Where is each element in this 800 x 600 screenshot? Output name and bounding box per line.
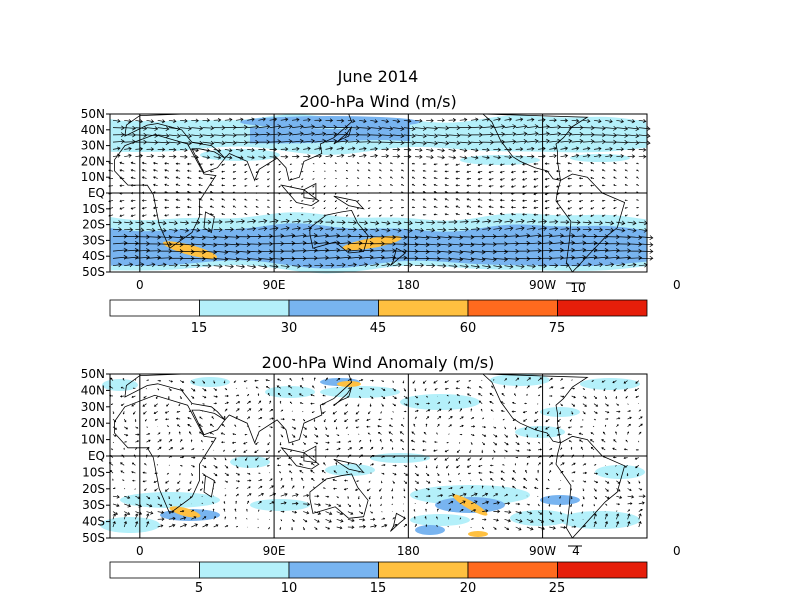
colorbar-label: 15 [191, 321, 208, 336]
anomaly-shading [100, 374, 645, 537]
reference-vector: 4 [568, 544, 582, 558]
longitude-label: 90E [263, 278, 286, 292]
colorbar-anomaly [109, 561, 648, 579]
latitude-label: 20N [81, 154, 105, 168]
latitude-label: 50S [82, 531, 105, 545]
longitude-label: 180 [397, 544, 420, 558]
colorbar-label: 25 [549, 581, 566, 596]
colorbar-label: 10 [281, 581, 298, 596]
colorbar-swatch [288, 299, 379, 317]
latitude-label: 20N [81, 416, 105, 430]
panel-title-anomaly: 200-hPa Wind Anomaly (m/s) [262, 353, 495, 372]
latitude-label: 50N [81, 367, 105, 381]
longitude-label: 180 [397, 278, 420, 292]
anomaly-vectors [108, 377, 646, 531]
latitude-label: 40N [81, 383, 105, 397]
latitude-label: 30N [81, 139, 105, 153]
latitude-label: 20S [82, 218, 105, 232]
wind-vectors [108, 117, 654, 269]
grid-lines [110, 114, 647, 272]
figure-title: June 2014 [337, 67, 419, 86]
latitude-label: 50S [82, 265, 105, 279]
longitude-label: 0 [673, 544, 681, 558]
panel-wind-anomaly: 200-hPa Wind Anomaly (m/s) 50N 40N 30N 20N 1… [81, 353, 681, 596]
latitude-label: 40N [81, 123, 105, 137]
colorbar-swatch [557, 299, 648, 317]
grid-lines [110, 374, 647, 538]
latitude-label: EQ [88, 186, 105, 200]
colorbar-swatch [288, 561, 379, 579]
colorbar-label: 20 [460, 581, 477, 596]
latitude-label: 30S [82, 233, 105, 247]
reference-vector-label: 10 [570, 281, 585, 295]
colorbar-label: 15 [370, 581, 387, 596]
latitude-label: 40S [82, 249, 105, 263]
latitude-label: 30S [82, 498, 105, 512]
panel-title-mean: 200-hPa Wind (m/s) [299, 92, 456, 111]
latitude-label: 10N [81, 170, 105, 184]
colorbar-swatch [199, 561, 290, 579]
latitude-label: 10S [82, 465, 105, 479]
longitude-label: 90W [529, 544, 556, 558]
colorbar-swatch [109, 561, 200, 579]
colorbar-label: 30 [281, 321, 298, 336]
reference-vector-label: 4 [572, 544, 580, 558]
wind-speed-shading [110, 114, 647, 274]
colorbar-swatch [378, 299, 469, 317]
longitude-labels: 0 90E 180 90W 0 [136, 544, 681, 558]
latitude-label: 50N [81, 107, 105, 121]
latitude-label: 10N [81, 433, 105, 447]
colorbar-swatch [109, 299, 200, 317]
latitude-labels: 50N 40N 30N 20N 10N EQ 10S 20S 30S 40S 50S [81, 367, 110, 545]
longitude-labels: 0 90E 180 90W 0 [136, 278, 681, 292]
latitude-label: 20S [82, 482, 105, 496]
latitude-label: 30N [81, 400, 105, 414]
colorbar-labels-anomaly: 5 10 15 20 25 [195, 581, 565, 596]
latitude-label: EQ [88, 449, 105, 463]
colorbar-swatch [467, 561, 558, 579]
latitude-label: 10S [82, 202, 105, 216]
longitude-label: 90W [529, 278, 556, 292]
colorbar-label: 5 [195, 581, 203, 596]
longitude-label: 0 [136, 544, 144, 558]
colorbar-label: 45 [370, 321, 387, 336]
latitude-label: 40S [82, 515, 105, 529]
longitude-label: 0 [136, 278, 144, 292]
longitude-label: 90E [263, 544, 286, 558]
colorbar-mean [109, 299, 648, 317]
reference-vector: 10 [566, 281, 586, 295]
colorbar-swatch [378, 561, 469, 579]
colorbar-label: 60 [460, 321, 477, 336]
colorbar-labels-mean: 15 30 45 60 75 [191, 321, 566, 336]
colorbar-swatch [199, 299, 290, 317]
longitude-label: 0 [673, 278, 681, 292]
colorbar-swatch [467, 299, 558, 317]
colorbar-label: 75 [549, 321, 566, 336]
colorbar-swatch [557, 561, 648, 579]
